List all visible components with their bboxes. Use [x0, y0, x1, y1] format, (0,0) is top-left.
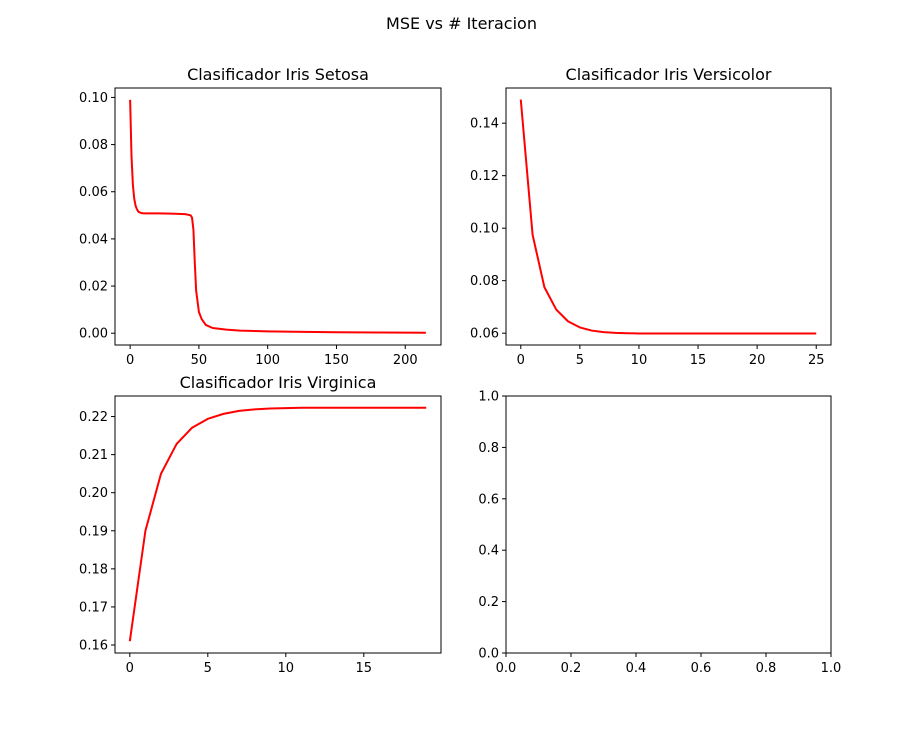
- subplot-1: Clasificador Iris Setosa 0 50 100 150 200 0.00…: [79, 65, 442, 368]
- x-tick-label: 25: [808, 353, 825, 368]
- y-tick-label: 0.16: [79, 639, 108, 654]
- x-tick-label: 15: [356, 661, 373, 676]
- y-tick-label: 0.0: [478, 647, 499, 662]
- y-tick-label: 0.02: [79, 280, 108, 295]
- x-tick-label: 0.4: [626, 661, 647, 676]
- x-tick-label: 1.0: [821, 661, 842, 676]
- y-tick-label: 0.08: [79, 138, 108, 153]
- y-tick-label: 0.08: [470, 274, 499, 289]
- axes-frame: [505, 87, 832, 346]
- axes-frame: [114, 395, 442, 654]
- x-tick-label: 0: [126, 661, 134, 676]
- x-tick-label: 0.6: [691, 661, 712, 676]
- y-tick-label: 0.18: [79, 562, 108, 577]
- subplot-3: Clasificador Iris Virginica 0 5 10 15 0.16 0.1…: [79, 373, 442, 676]
- subplot-title: Clasificador Iris Virginica: [180, 373, 377, 392]
- y-tick-label: 0.17: [79, 600, 108, 615]
- subplot-2: Clasificador Iris Versicolor 0 5 10 15 20 25 0.…: [470, 65, 832, 368]
- y-tick-label: 0.10: [470, 222, 499, 237]
- x-tick-label: 150: [324, 353, 349, 368]
- x-tick-label: 5: [576, 353, 584, 368]
- y-tick-label: 0.04: [79, 232, 108, 247]
- y-tick-label: 0.6: [478, 492, 499, 507]
- x-tick-label: 0.0: [496, 661, 517, 676]
- y-tick-label: 0.06: [470, 327, 499, 342]
- x-tick-label: 0: [517, 353, 525, 368]
- x-tick-label: 50: [191, 353, 208, 368]
- y-tick-label: 0.06: [79, 185, 108, 200]
- axes-frame: [114, 87, 442, 346]
- x-tick-label: 5: [204, 661, 212, 676]
- y-tick-label: 0.20: [79, 486, 108, 501]
- y-tick-label: 0.21: [79, 448, 108, 463]
- x-tick-label: 100: [255, 353, 280, 368]
- y-tick-label: 0.8: [478, 441, 499, 456]
- subplot-title: Clasificador Iris Versicolor: [566, 65, 772, 84]
- x-tick-label: 10: [631, 353, 648, 368]
- x-tick-label: 0: [126, 353, 134, 368]
- y-tick-label: 0.19: [79, 524, 108, 539]
- axes-frame: [505, 395, 832, 654]
- y-tick-label: 0.4: [478, 544, 499, 559]
- series-line: [519, 99, 817, 335]
- y-tick-label: 0.10: [79, 91, 108, 106]
- x-tick-label: 10: [278, 661, 295, 676]
- subplot-title: Clasificador Iris Setosa: [187, 65, 369, 84]
- series-line: [129, 99, 426, 334]
- y-tick-label: 1.0: [478, 390, 499, 405]
- y-tick-label: 0.2: [478, 595, 499, 610]
- x-tick-label: 0.2: [561, 661, 582, 676]
- x-tick-label: 15: [690, 353, 707, 368]
- x-tick-label: 200: [393, 353, 418, 368]
- series-line: [128, 406, 427, 642]
- y-tick-label: 0.00: [79, 327, 108, 342]
- x-tick-label: 0.8: [756, 661, 777, 676]
- y-tick-label: 0.14: [470, 117, 499, 132]
- subplot-4: 0.0 0.2 0.4 0.6 0.8 1.0 0.0 0.2 0.4 0.6 0.8 1.0: [478, 390, 841, 677]
- y-tick-label: 0.12: [470, 169, 499, 184]
- figure-title: MSE vs # Iteracion: [386, 14, 537, 33]
- y-tick-label: 0.22: [79, 410, 108, 425]
- x-tick-label: 20: [749, 353, 766, 368]
